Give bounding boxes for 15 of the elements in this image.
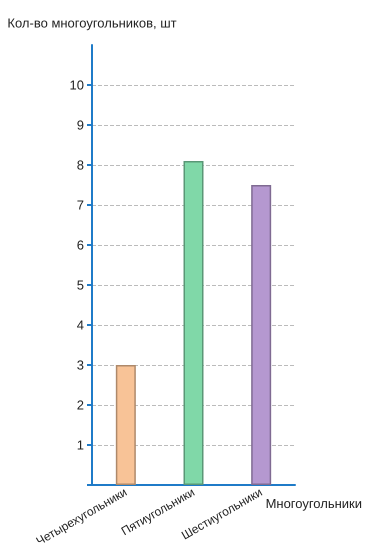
y-tick-label: 10 (70, 78, 84, 92)
y-tick-label: 3 (76, 358, 84, 372)
y-axis-title: Кол-во многоугольников, шт (7, 16, 177, 30)
y-tick-label: 1 (76, 438, 84, 452)
y-tick-label: 8 (76, 158, 84, 172)
y-tick-label: 6 (76, 238, 84, 252)
bar (116, 365, 136, 485)
y-tick-label: 4 (76, 318, 84, 332)
y-tick-label: 9 (76, 118, 84, 132)
y-tick-label: 7 (76, 198, 84, 212)
bar (251, 185, 272, 485)
y-tick-label: 2 (76, 398, 84, 412)
x-axis-title: Многоугольники (266, 496, 362, 511)
bar (184, 161, 204, 485)
y-tick-label: 5 (76, 278, 84, 292)
